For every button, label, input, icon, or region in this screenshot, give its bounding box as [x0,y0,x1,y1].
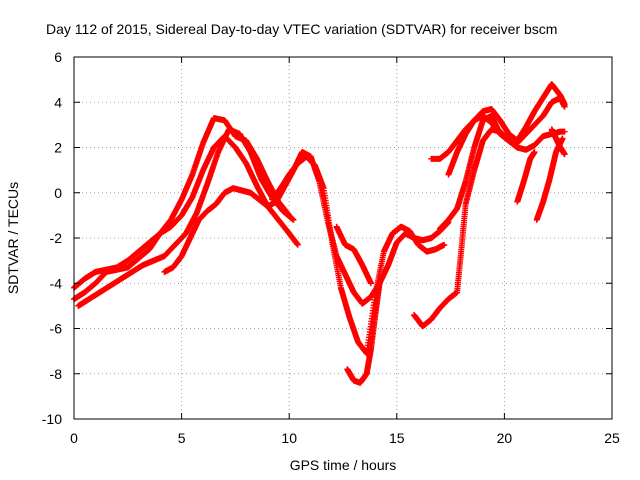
point-markers [344,280,383,386]
series-track-14 [548,126,568,158]
x-axis-label: GPS time / hours [290,457,397,473]
y-tick-label: 4 [54,94,62,110]
point-markers [428,94,568,162]
y-tick-label: 2 [54,140,62,156]
x-tick-label: 0 [70,430,78,446]
y-tick-label: -2 [50,230,63,246]
y-tick-label: -8 [50,366,63,382]
series-track-2 [71,133,301,291]
point-markers [333,223,374,287]
series-track-5 [268,153,448,357]
data-points [71,81,568,386]
point-markers [268,153,448,357]
y-tick-label: 0 [54,185,62,201]
series-track-12 [514,149,538,205]
series-track-10 [428,94,568,162]
x-tick-label: 15 [389,430,405,446]
chart-title: Day 112 of 2015, Sidereal Day-to-day VTE… [46,21,557,37]
point-markers [548,126,568,158]
series-track-11 [445,81,568,178]
series-track-6 [333,223,374,287]
x-tick-label: 25 [604,430,620,446]
point-markers [514,149,538,205]
series-track-7 [344,280,383,386]
point-markers [71,115,293,303]
y-tick-label: -6 [50,321,63,337]
series-track-1 [71,115,293,303]
series-track-3 [75,126,297,309]
y-axis-label: SDTVAR / TECUs [5,182,21,294]
x-tick-label: 5 [178,430,186,446]
y-tick-label: -4 [50,275,63,291]
axis-ticks: 0 5 10 15 20 25 -10 -8 -6 -4 -2 0 2 4 6 [42,49,620,446]
y-tick-label: 6 [54,49,62,65]
y-tick-label: -10 [42,411,62,427]
x-tick-label: 20 [497,430,513,446]
x-tick-label: 10 [281,430,297,446]
point-markers [445,81,568,178]
point-markers [75,126,297,309]
point-markers [71,133,301,291]
